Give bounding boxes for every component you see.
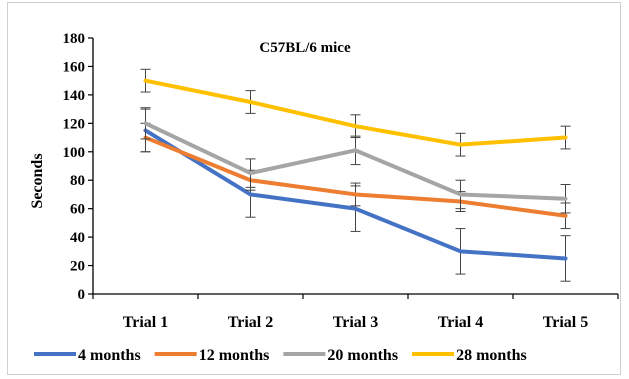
y-tick-label: 140 [63,88,86,104]
y-tick-label: 80 [70,173,85,189]
legend: 4 months 12 months 20 months 28 months [34,347,527,364]
y-tick-label: 180 [63,31,86,47]
y-tick-label: 20 [70,259,85,275]
x-category-label: Trial 3 [333,314,378,331]
y-tick-label: 40 [70,230,85,246]
legend-item: 20 months [283,347,398,364]
chart-title: C57BL/6 mice [259,40,351,56]
series-layer [140,68,571,282]
legend-item: 12 months [154,347,270,364]
legend-item: 4 months [34,347,141,364]
y-tick-label: 0 [78,287,86,303]
legend-item: 28 months [412,347,527,364]
series-2 [140,107,571,214]
legend-label: 20 months [327,347,398,364]
y-tick-label: 60 [70,202,85,218]
y-tick-label: 160 [63,59,86,75]
x-category-label: Trial 5 [543,314,588,331]
axes: 0 20 40 60 80 100 120 140 160 180 Trial 1 Trial 2 Tr… [63,31,619,331]
series-3 [140,68,571,157]
legend-label: 28 months [456,347,527,364]
legend-label: 4 months [78,347,141,364]
legend-label: 12 months [199,347,270,364]
x-category-label: Trial 2 [228,314,273,331]
y-tick-label: 100 [63,145,86,161]
y-axis-label: Seconds [29,153,46,208]
x-category-label: Trial 1 [123,314,168,331]
x-category-label: Trial 4 [438,314,483,331]
y-tick-label: 120 [63,116,86,132]
